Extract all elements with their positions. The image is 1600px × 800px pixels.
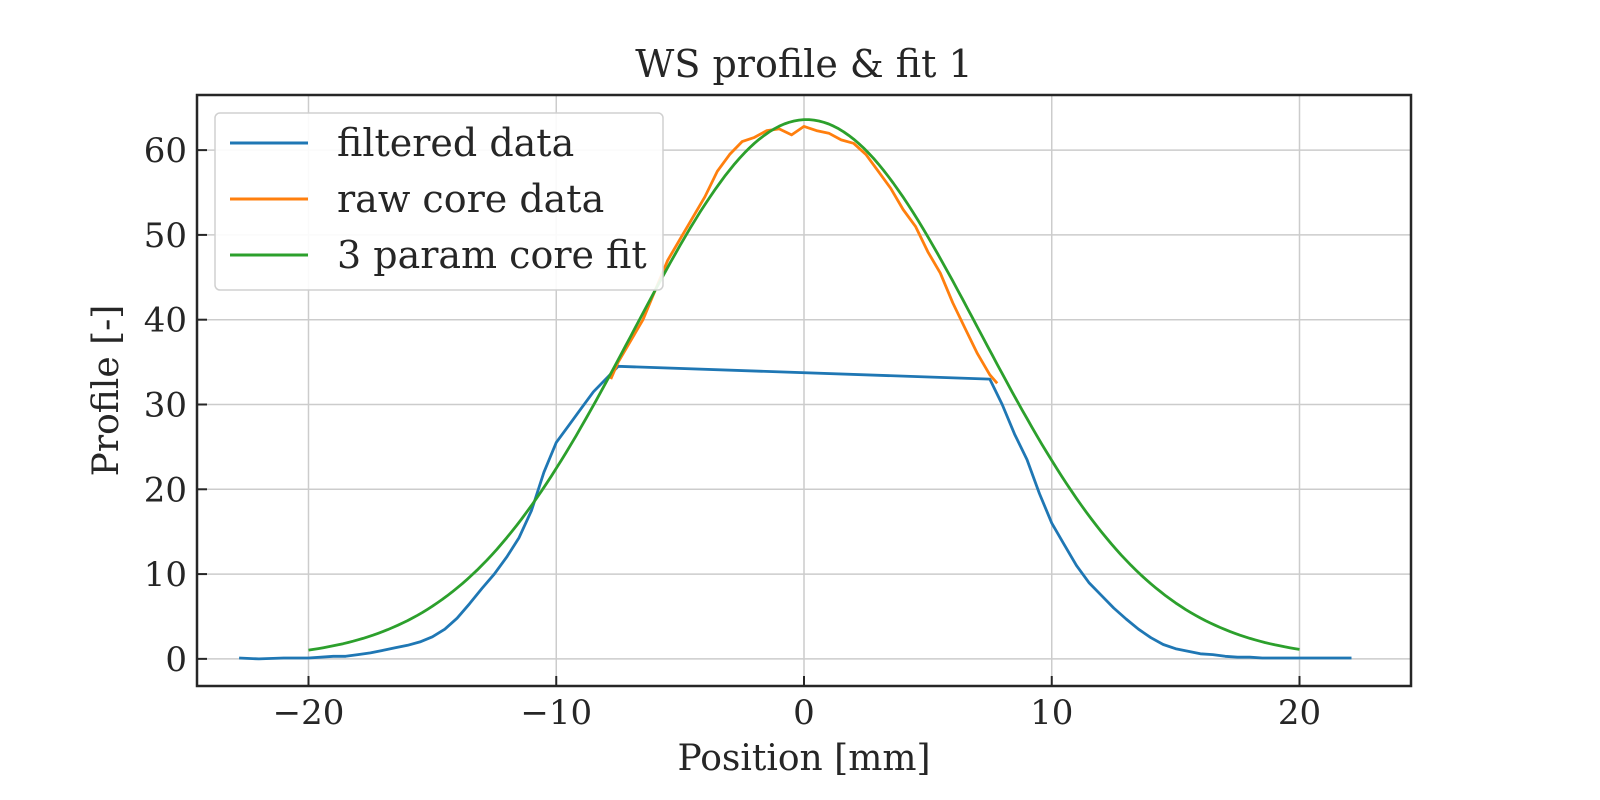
series-line-filtered-data [239,364,1352,661]
y-tick-label: 30 [144,385,187,425]
y-tick-label: 20 [144,470,187,510]
legend-label: 3 param core fit [337,233,647,277]
series-line-raw-core-data [609,125,999,385]
y-tick-label: 10 [144,555,187,595]
y-tick-label: 0 [165,640,187,680]
x-tick-label: 10 [1030,693,1073,733]
axis-ticks: −20 −10 0 10 20 0 10 20 30 40 50 60 [144,131,1321,733]
x-tick-label: −20 [273,693,345,733]
legend: filtered data raw core data 3 param core f… [214,112,664,291]
chart-title: WS profile & fit 1 [635,42,972,86]
y-tick-label: 40 [144,301,187,341]
y-tick-label: 60 [144,131,187,171]
legend-label: filtered data [337,121,574,165]
x-tick-label: −10 [520,693,592,733]
y-tick-label: 50 [144,216,187,256]
legend-label: raw core data [337,177,604,221]
plot-series [239,118,1352,661]
legend-box [214,112,664,291]
series-line-3-param-core-fit [308,118,1300,652]
x-tick-label: 0 [793,693,815,733]
x-tick-label: 20 [1278,693,1321,733]
y-axis-title: Profile [-] [86,305,127,477]
x-axis-title: Position [mm] [677,738,930,779]
